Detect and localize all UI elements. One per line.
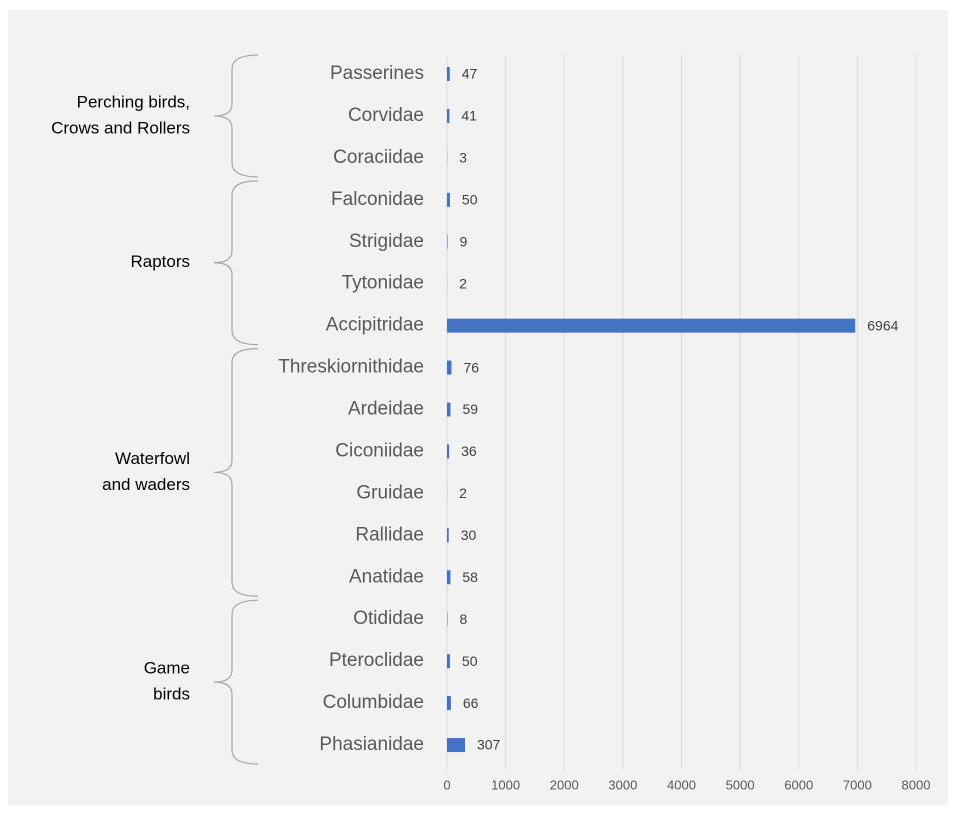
category-label: Coraciidae <box>333 147 424 168</box>
category-label: Rallidae <box>355 524 424 545</box>
bar <box>447 738 465 752</box>
value-label: 2 <box>459 275 467 291</box>
value-label: 9 <box>460 233 468 249</box>
value-label: 2 <box>459 485 467 501</box>
value-label: 66 <box>463 695 479 711</box>
value-label: 41 <box>461 108 477 124</box>
value-label: 50 <box>462 192 478 208</box>
group-label: Perching birds, <box>77 92 190 111</box>
value-label: 76 <box>463 359 479 375</box>
value-label: 6964 <box>867 317 898 333</box>
x-tick-label: 7000 <box>843 777 872 792</box>
value-label: 8 <box>459 611 467 627</box>
x-tick-label: 5000 <box>726 777 755 792</box>
x-tick-label: 2000 <box>550 777 579 792</box>
category-label: Anatidae <box>349 566 424 587</box>
chart: 0 1000 2000 3000 4000 5000 6000 7000 8000 Passeri… <box>0 0 956 814</box>
x-tick-label: 0 <box>443 777 450 792</box>
value-label: 50 <box>462 653 478 669</box>
x-tick-label: 3000 <box>608 777 637 792</box>
x-tick-label: 8000 <box>902 777 931 792</box>
category-label: Passerines <box>330 63 424 84</box>
category-label: Corvidae <box>348 105 424 126</box>
bar <box>447 528 449 542</box>
category-label: Gruidae <box>356 482 424 503</box>
x-tick-label: 1000 <box>491 777 520 792</box>
group-label: Raptors <box>130 252 190 271</box>
value-label: 58 <box>462 569 478 585</box>
bar <box>447 403 450 417</box>
group-label: Crows and Rollers <box>51 118 190 137</box>
value-label: 59 <box>462 401 478 417</box>
category-label: Phasianidae <box>319 734 424 755</box>
value-label: 30 <box>461 527 477 543</box>
bar <box>447 235 448 249</box>
category-label: Accipitridae <box>326 315 424 336</box>
bar <box>447 570 450 584</box>
x-tick-label: 6000 <box>784 777 813 792</box>
value-label: 36 <box>461 443 477 459</box>
category-label: Columbidae <box>323 692 424 713</box>
value-label: 3 <box>459 150 467 166</box>
bar <box>447 319 855 333</box>
category-label: Threskiornithidae <box>278 357 424 378</box>
x-tick-label: 4000 <box>667 777 696 792</box>
value-label: 47 <box>462 66 478 82</box>
category-label: Strigidae <box>349 231 424 252</box>
bar <box>447 109 449 123</box>
category-label: Pteroclidae <box>329 650 424 671</box>
group-label: Game <box>144 659 190 678</box>
bar <box>447 361 451 375</box>
category-label: Ciconiidae <box>335 440 424 461</box>
category-label: Ardeidae <box>348 399 424 420</box>
group-label: Waterfowl <box>115 449 190 468</box>
bar <box>447 67 450 81</box>
bar <box>447 444 449 458</box>
category-label: Tytonidae <box>342 273 424 294</box>
group-label: and waders <box>102 475 190 494</box>
group-label: birds <box>153 685 190 704</box>
bar <box>447 654 450 668</box>
bar <box>447 193 450 207</box>
category-label: Otididae <box>353 608 424 629</box>
category-label: Falconidae <box>331 189 424 210</box>
value-label: 307 <box>477 737 501 753</box>
bar <box>447 696 451 710</box>
